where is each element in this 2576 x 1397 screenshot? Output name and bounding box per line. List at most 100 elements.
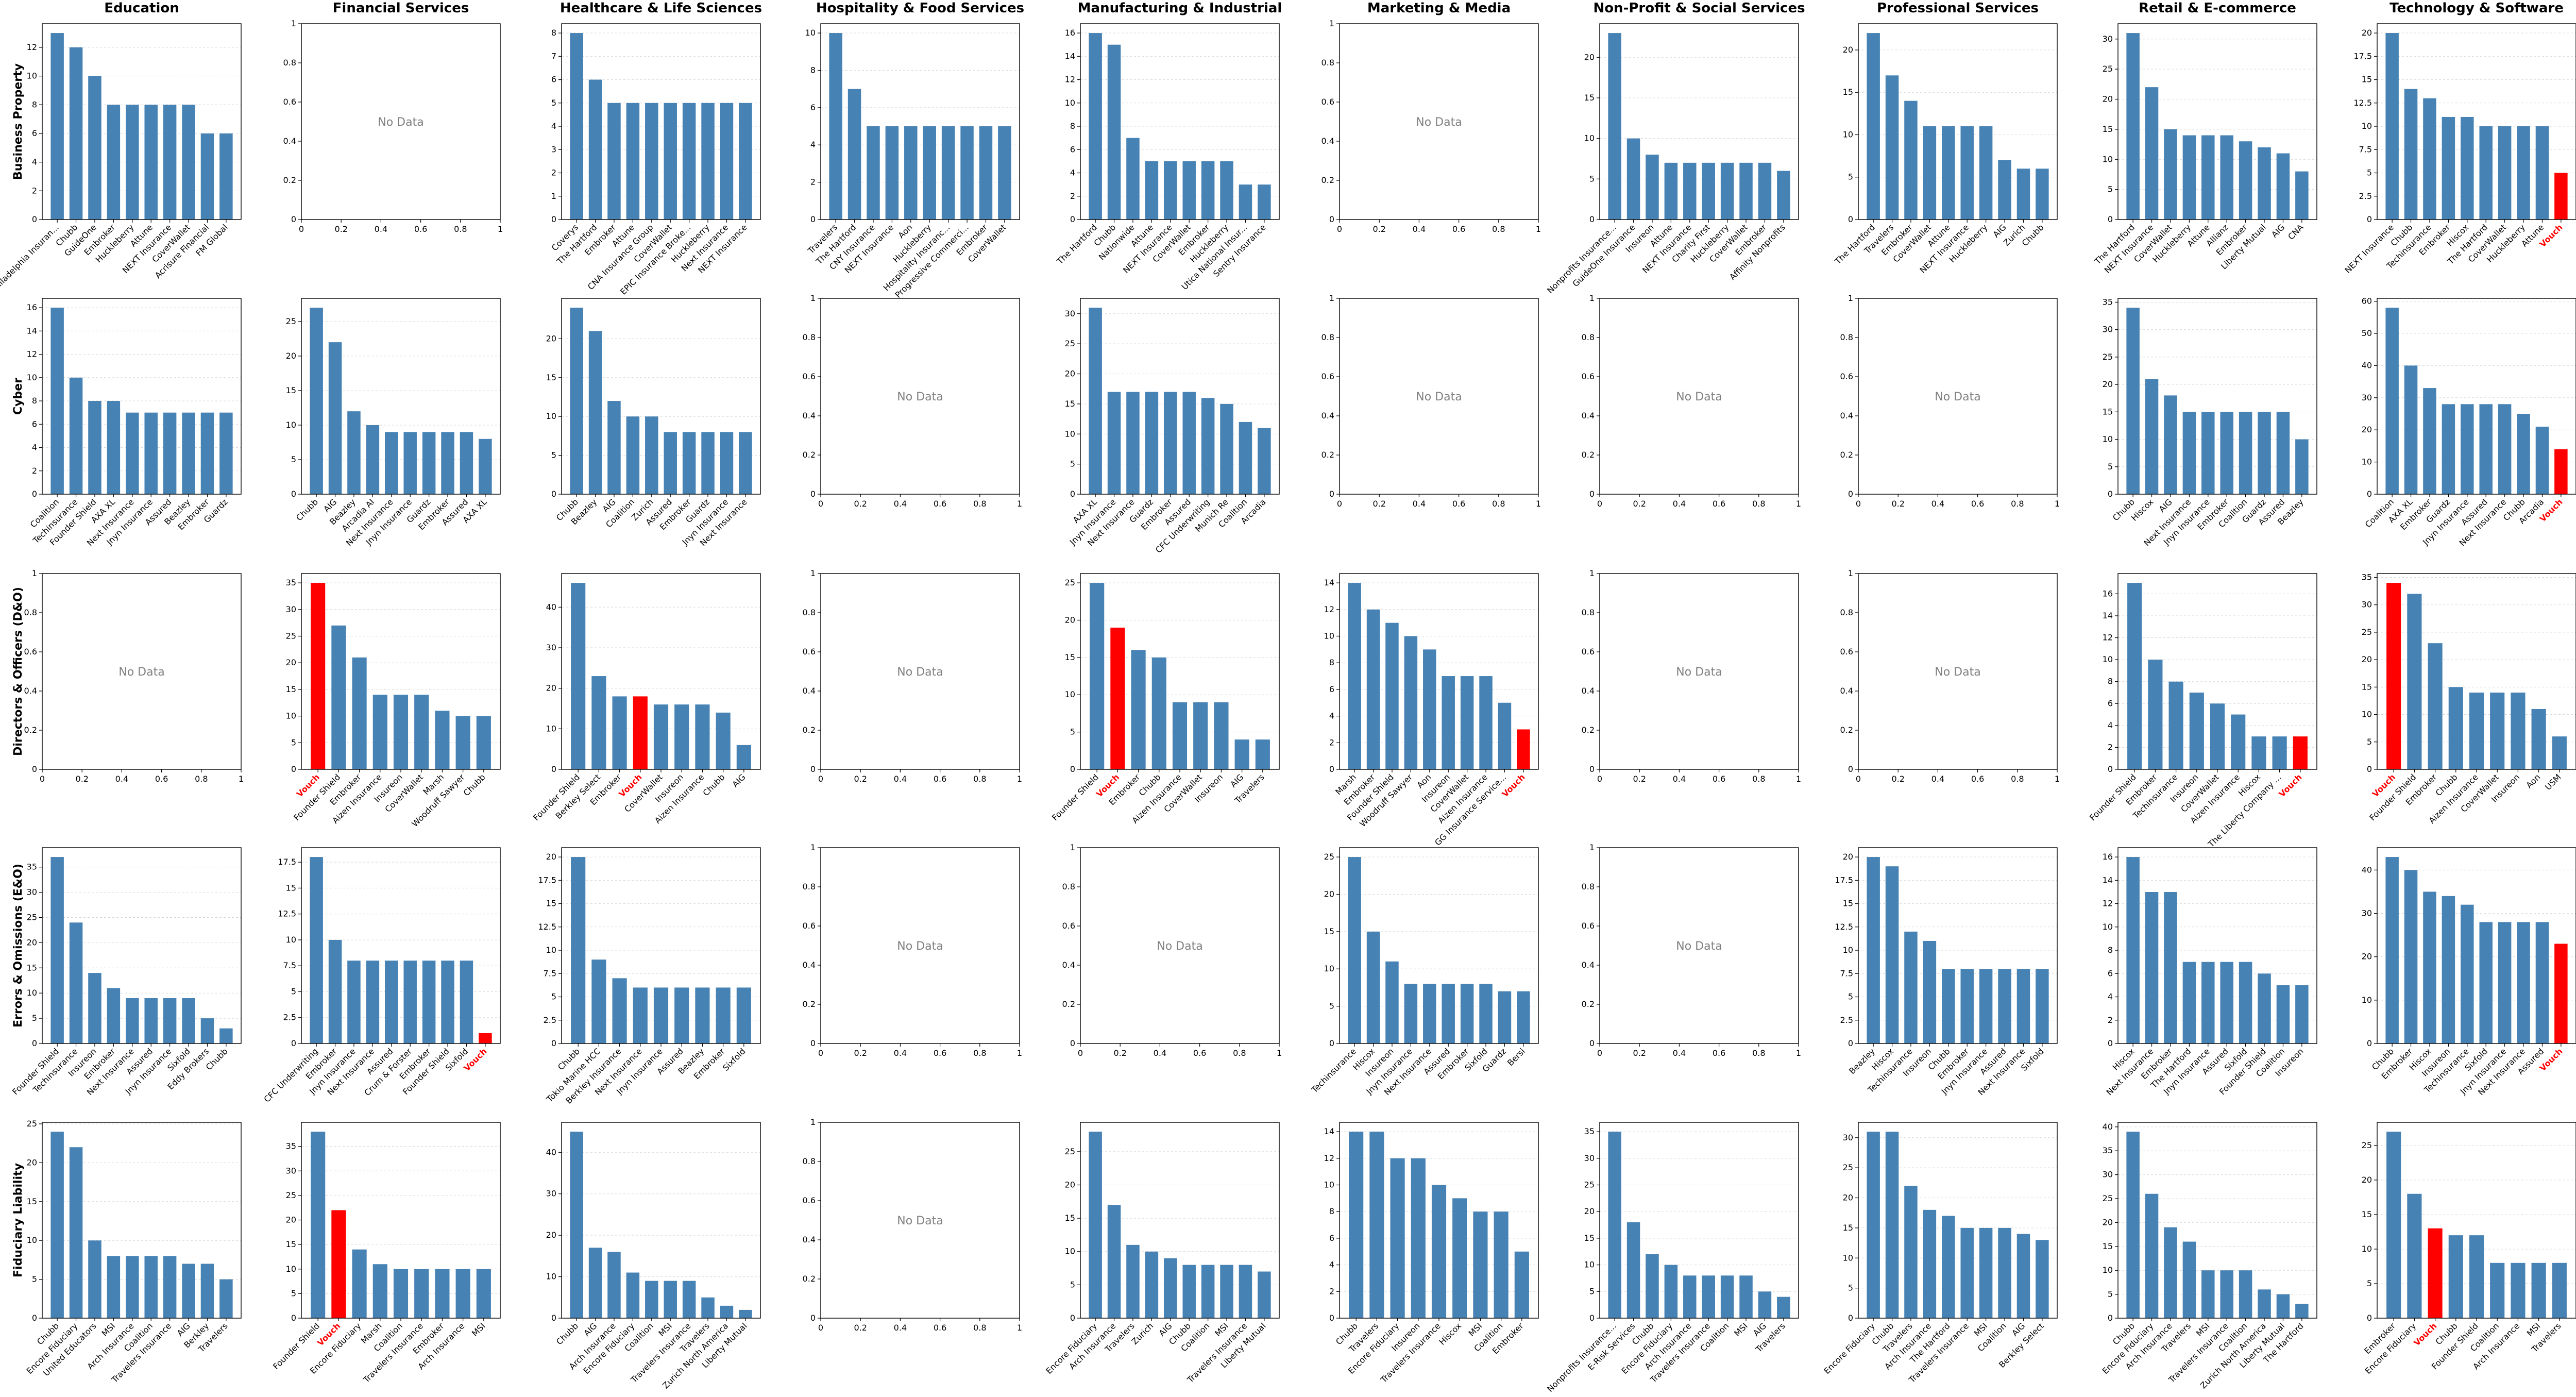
- bar: [2479, 126, 2493, 220]
- bar: [1366, 609, 1380, 769]
- bar: [2511, 1263, 2526, 1318]
- category-label: CNA: [2286, 222, 2306, 242]
- x-tick-label: 0: [1856, 774, 1861, 784]
- y-tick-label: 10: [27, 373, 37, 382]
- y-tick-label: 5: [291, 455, 296, 464]
- y-tick-label: 35: [1584, 1126, 1595, 1136]
- y-tick-label: 5: [1070, 727, 1075, 737]
- bar: [126, 105, 139, 220]
- x-tick-label: 0.2: [1633, 774, 1646, 784]
- y-tick-label: 5: [2367, 168, 2372, 178]
- y-tick-label: 0.8: [1840, 332, 1853, 342]
- y-tick-label: 1: [1848, 568, 1853, 578]
- axes-frame: [301, 1122, 501, 1319]
- y-tick-label: 0: [2108, 1313, 2113, 1323]
- y-tick-label: 5: [1848, 992, 1853, 1002]
- y-tick-label: 0: [2108, 1038, 2113, 1048]
- bar-highlight: [2386, 583, 2401, 769]
- category-label: MSI: [2525, 1321, 2543, 1338]
- y-tick-label: 0.4: [1582, 960, 1595, 970]
- y-tick-label: 0.2: [1321, 450, 1334, 460]
- x-tick-label: 0.4: [115, 774, 128, 784]
- y-tick-label: 25: [286, 631, 296, 641]
- bar: [1942, 1216, 1955, 1318]
- y-tick-label: 0.2: [1840, 450, 1853, 460]
- bar: [1626, 1222, 1640, 1318]
- bar: [570, 1132, 583, 1318]
- bar: [2168, 681, 2183, 769]
- x-tick-label: 0: [1337, 224, 1342, 234]
- bar: [2126, 33, 2140, 220]
- row-title: Fiduciary Liability: [12, 1163, 25, 1277]
- y-tick-label: 12.5: [2353, 98, 2372, 108]
- bar: [331, 625, 346, 769]
- chart-panel: 0 0.2 0.4 0.6 0.8 1 0 0.2 0.4 0.6 0.8 1 No Data: [803, 843, 1023, 1058]
- y-tick-label: 0: [2367, 1038, 2372, 1048]
- y-tick-label: 0: [32, 489, 37, 499]
- y-tick-label: 0.4: [1321, 136, 1334, 146]
- y-tick-label: 2: [551, 168, 556, 178]
- bar: [1404, 984, 1418, 1043]
- y-tick-label: 8: [2108, 677, 2113, 686]
- bar: [664, 432, 677, 494]
- y-tick-label: 8: [810, 65, 816, 75]
- y-tick-label: 16: [2103, 852, 2113, 862]
- bar: [720, 432, 734, 494]
- y-tick-label: 35: [286, 1141, 296, 1151]
- y-tick-label: 1: [1589, 843, 1595, 852]
- bar: [1239, 184, 1252, 220]
- axes-frame: [2377, 847, 2576, 1044]
- y-tick-label: 0.4: [1840, 411, 1853, 420]
- bar: [1220, 403, 1233, 494]
- x-tick-label: 0.4: [894, 499, 907, 509]
- no-data-label: No Data: [1676, 940, 1722, 953]
- bar: [2201, 1270, 2215, 1318]
- axes-frame: [820, 23, 1020, 220]
- bar: [372, 695, 387, 769]
- bar: [2276, 153, 2290, 220]
- row-titles: Business Property Cyber Directors & Office…: [12, 63, 25, 1277]
- bar: [2239, 141, 2252, 220]
- bar: [126, 998, 139, 1043]
- y-tick-label: 6: [1329, 1233, 1334, 1243]
- category-label: Encore Fiduciary: [1822, 1321, 1877, 1376]
- category-label: AIG: [1228, 772, 1245, 789]
- axes-frame: [301, 573, 501, 770]
- bar: [674, 704, 689, 769]
- bar: [571, 583, 586, 769]
- x-tick-label: 0.4: [1931, 499, 1944, 509]
- category-label: Chubb: [462, 772, 487, 798]
- bar: [1942, 969, 1955, 1043]
- bar: [2295, 439, 2309, 494]
- x-tick-label: 0.6: [934, 774, 946, 784]
- bar: [310, 857, 323, 1043]
- y-tick-label: 12: [1065, 75, 1075, 85]
- y-tick-label: 0.8: [803, 332, 816, 342]
- axes-frame: [42, 1122, 242, 1319]
- category-label: Techinsurance: [1309, 1046, 1358, 1095]
- y-tick-label: 5: [1848, 1283, 1853, 1293]
- y-tick-label: 20: [546, 852, 556, 862]
- bar: [1423, 984, 1436, 1043]
- y-tick-label: 0: [2108, 489, 2113, 499]
- x-tick-label: 0.6: [934, 1323, 946, 1333]
- category-label: Beazley: [1847, 1046, 1877, 1076]
- bar: [1390, 1158, 1405, 1318]
- y-tick-label: 5: [32, 1274, 37, 1284]
- bar: [1107, 392, 1121, 494]
- bar: [182, 412, 195, 494]
- axes-frame: [1599, 23, 1799, 220]
- y-tick-label: 25: [1584, 1180, 1595, 1189]
- bar: [1904, 100, 1918, 220]
- bar: [736, 745, 751, 769]
- y-tick-label: 20: [286, 351, 296, 361]
- y-tick-label: 10: [286, 711, 296, 721]
- y-tick-label: 0: [1848, 1313, 1853, 1323]
- y-tick-label: 0: [2367, 764, 2372, 774]
- bar: [1089, 308, 1102, 494]
- bar: [904, 126, 918, 220]
- bar: [352, 1249, 367, 1318]
- y-tick-label: 5: [1070, 459, 1075, 469]
